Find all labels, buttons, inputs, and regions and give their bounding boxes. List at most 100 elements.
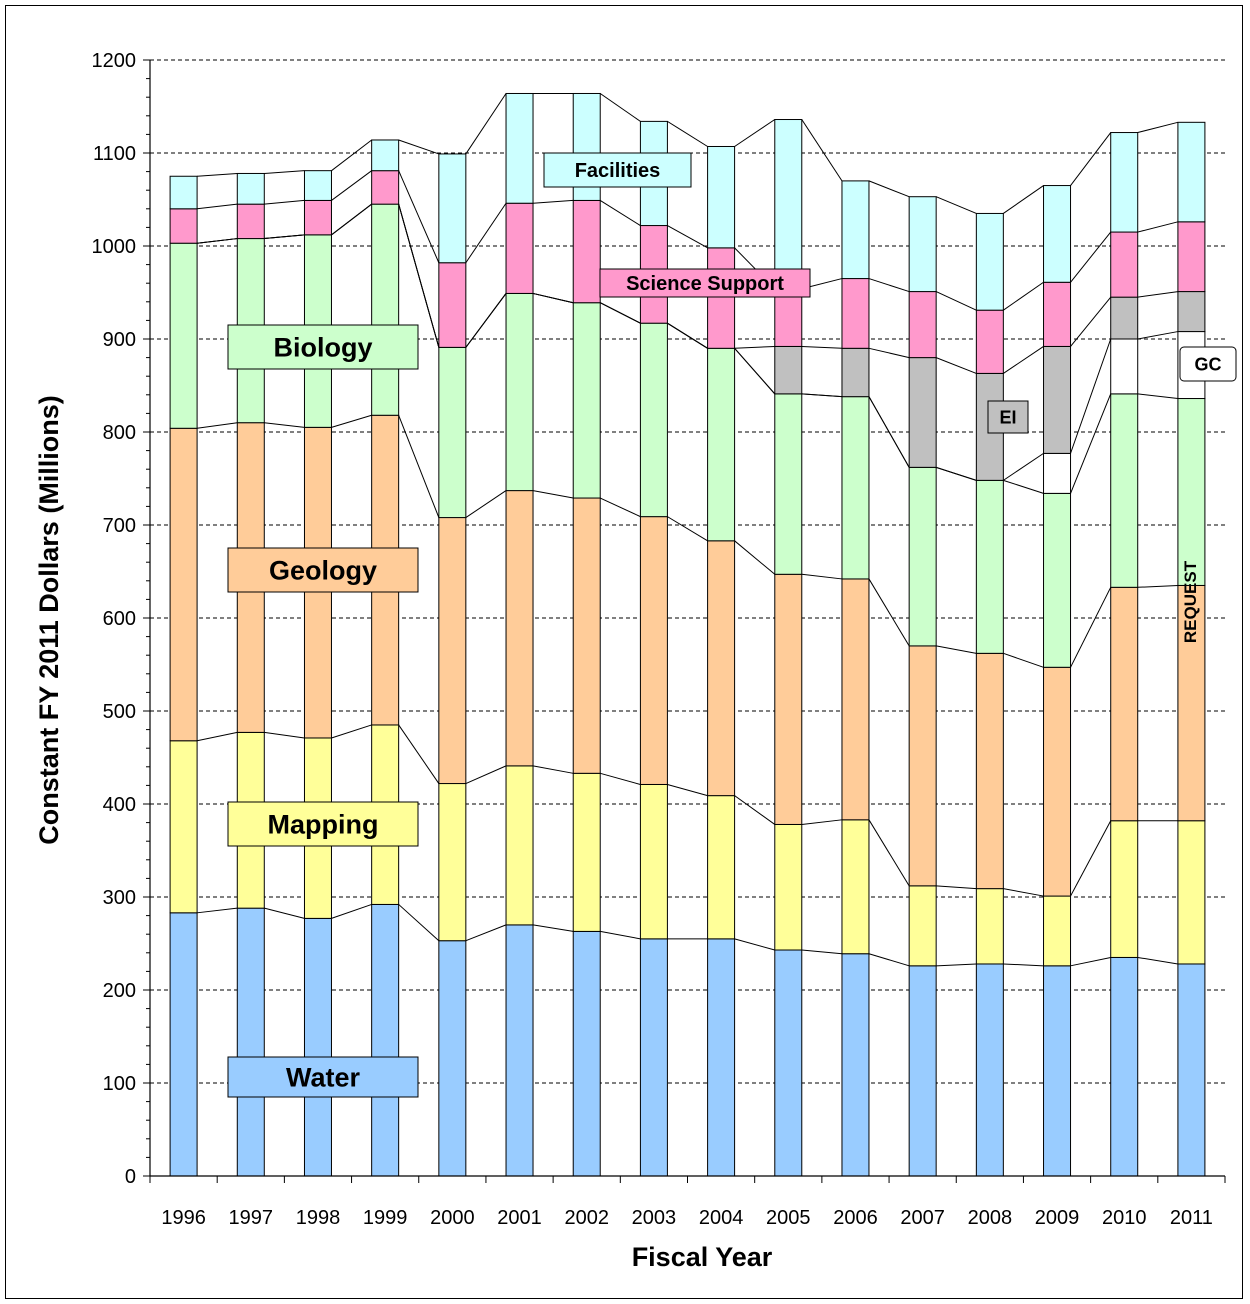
connector-geology-2000: [465, 490, 507, 518]
connector-water-1996: [197, 907, 238, 914]
connector-facilities-1997: [264, 170, 305, 174]
connector-facilities-1996: [197, 172, 238, 177]
connector-mapping-2001: [532, 765, 574, 774]
bar-water-1996: [169, 912, 198, 1177]
bar-biology-2009: [1043, 492, 1072, 668]
bar-facilities-1996: [169, 175, 198, 210]
connector-science-support-2009: [1070, 231, 1112, 283]
label-science-support: Science Support: [626, 273, 784, 295]
x-tick-label-2008: 2008: [968, 1207, 1013, 1229]
bar-water-2009: [1043, 965, 1072, 1177]
x-tick-label-2010: 2010: [1102, 1207, 1147, 1229]
label-box-facilities: [543, 152, 692, 188]
bar-biology-1999: [371, 203, 400, 416]
label-ei: EI: [999, 407, 1016, 427]
x-tick-label-2006: 2006: [833, 1207, 878, 1229]
connector-gc-2009: [1070, 338, 1112, 454]
connector-ei-2008: [1003, 346, 1044, 374]
connector-biology-2010: [1137, 393, 1178, 400]
bar-biology-1996: [169, 242, 198, 429]
connector-science-support-1999: [398, 170, 440, 263]
connector-water-1997: [264, 907, 305, 919]
label-mapping: Mapping: [268, 810, 379, 840]
bar-science-support-2001: [505, 202, 534, 294]
bar-facilities-2001: [505, 92, 534, 204]
connector-gc-2008: [1003, 452, 1044, 481]
connector-water-2002: [600, 930, 641, 940]
bar-facilities-2011: [1177, 121, 1206, 223]
bar-gc-2009: [1043, 452, 1072, 494]
connector-mapping-2003: [667, 783, 708, 797]
bar-science-support-2010: [1110, 231, 1139, 298]
connector-mapping-1999: [398, 724, 440, 784]
bar-water-2000: [438, 940, 467, 1177]
bar-biology-2010: [1110, 393, 1139, 588]
bar-facilities-2000: [438, 153, 467, 264]
connector-science-support-2002: [599, 200, 641, 226]
connector-water-2001: [532, 924, 574, 932]
bar-ei-2006: [841, 347, 870, 398]
connector-gc-2006: [868, 396, 910, 468]
bar-biology-2006: [841, 396, 870, 580]
connector-water-2005: [801, 949, 843, 955]
x-tick-label-2003: 2003: [632, 1207, 677, 1229]
x-tick-label-1997: 1997: [229, 1207, 274, 1229]
label-gc: GC: [1195, 354, 1222, 374]
bar-science-support-2002: [572, 199, 601, 304]
bar-geology-2007: [908, 645, 937, 887]
connector-science-support-2006: [868, 278, 910, 293]
bar-biology-2000: [438, 346, 467, 519]
y-tick-label-500: 500: [103, 701, 136, 723]
bar-facilities-2004: [707, 145, 736, 249]
bar-facilities-2010: [1110, 132, 1139, 233]
y-tick-label-700: 700: [103, 515, 136, 537]
connector-geology-1997: [264, 422, 305, 428]
connector-geology-2004: [734, 540, 776, 575]
bar-mapping-2003: [639, 783, 668, 940]
connector-mapping-2000: [465, 765, 507, 784]
bar-mapping-2004: [707, 795, 736, 940]
connector-mapping-2008: [1003, 888, 1044, 897]
connector-geology-1996: [197, 422, 238, 429]
connector-ei-2006: [868, 347, 910, 359]
connector-gc-2004: [734, 347, 776, 395]
bar-facilities-2005: [774, 119, 803, 290]
bar-science-support-2007: [908, 291, 937, 359]
x-tick-label-2002: 2002: [564, 1207, 609, 1229]
bar-mapping-2010: [1110, 820, 1139, 958]
bar-biology-2004: [707, 347, 736, 542]
axes: [143, 59, 1226, 1183]
connector-water-2007: [936, 963, 977, 967]
y-tick-label-900: 900: [103, 329, 136, 351]
x-tick-label-2009: 2009: [1035, 1207, 1080, 1229]
connector-ei-2005: [801, 345, 842, 349]
connector-facilities-2005: [801, 119, 843, 182]
connector-ei-1997: [264, 234, 305, 240]
bar-science-support-2005: [774, 288, 803, 347]
bar-water-1999: [371, 903, 400, 1177]
x-tick-labels: 1996 1997 1998 1999 2000 2001 2002 2003 2004 2005…: [161, 1207, 1213, 1229]
connector-water-2009: [1070, 956, 1111, 967]
bar-facilities-2006: [841, 180, 870, 280]
connector-mapping-2004: [734, 795, 776, 825]
x-tick-label-2007: 2007: [900, 1207, 945, 1229]
connector-science-support-2007: [935, 291, 977, 311]
bar-mapping-2008: [975, 888, 1004, 965]
connector-lines: [196, 92, 1179, 967]
y-tick-label-1000: 1000: [92, 236, 137, 258]
bar-geology-2001: [505, 490, 534, 767]
connector-mapping-2006: [868, 819, 910, 887]
x-axis-title: Fiscal Year: [632, 1242, 773, 1272]
x-tick-label-2000: 2000: [430, 1207, 475, 1229]
y-tick-label-600: 600: [103, 608, 136, 630]
connector-biology-2009: [1070, 393, 1112, 494]
bar-water-2008: [975, 963, 1004, 1177]
connector-mapping-2007: [936, 885, 977, 890]
connector-geology-1998: [331, 414, 372, 428]
bar-science-support-2006: [841, 278, 870, 349]
connector-ei-1998: [331, 203, 372, 236]
chart-frame: [5, 5, 1243, 1299]
x-tick-label-2005: 2005: [766, 1207, 811, 1229]
bar-mapping-2006: [841, 819, 870, 955]
